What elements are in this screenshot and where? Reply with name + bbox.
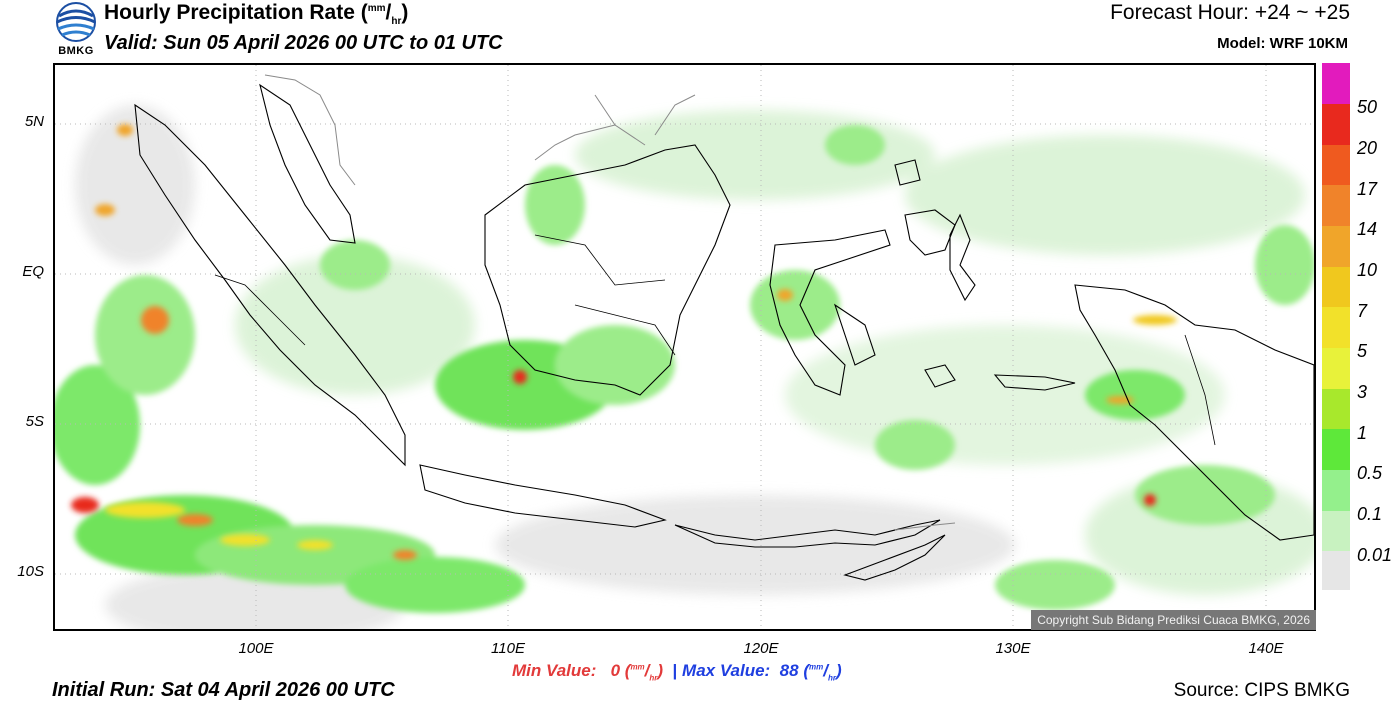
model-label: Model: WRF 10KM (1217, 35, 1348, 52)
colorbar-segment (1322, 389, 1350, 429)
min-max-values: Min Value: 0 (mm/hr) | Max Value: 88 (mm… (512, 661, 842, 682)
new-guinea-outline (1074, 284, 1314, 541)
colorbar-segment (1322, 104, 1350, 145)
colorbar-label: 3 (1357, 382, 1368, 402)
lat-label-10s: 10S (17, 563, 44, 580)
colorbar-label: 1 (1357, 423, 1368, 443)
colorbar-label: 50 (1357, 97, 1378, 117)
colorbar-label: 7 (1357, 301, 1368, 321)
colorbar-segment (1322, 470, 1350, 511)
precipitation-map (53, 63, 1316, 631)
map-canvas (55, 65, 1314, 629)
min-value: 0 (610, 661, 621, 680)
colorbar-segment (1322, 185, 1350, 226)
logo-text: BMKG (58, 45, 94, 57)
colorbar-segment (1322, 226, 1350, 267)
copyright-notice: Copyright Sub Bidang Prediksi Cuaca BMKG… (1031, 610, 1316, 630)
colorbar-segment (1322, 429, 1350, 470)
valid-time: Valid: Sun 05 April 2026 00 UTC to 01 UT… (104, 32, 503, 54)
max-value: 88 (779, 661, 799, 680)
initial-run: Initial Run: Sat 04 April 2026 00 UTC (52, 679, 395, 701)
lon-label-140e: 140E (1248, 640, 1284, 657)
colorbar-segment (1322, 348, 1350, 389)
colorbar-segment (1322, 145, 1350, 185)
lat-label-5n: 5N (24, 113, 44, 130)
source-label: Source: CIPS BMKG (1173, 680, 1350, 701)
chart-title: Hourly Precipitation Rate (mm/hr) (104, 1, 409, 28)
colorbar-segment (1322, 307, 1350, 348)
min-value-label: Min Value: (512, 661, 597, 680)
lon-label-130e: 130E (995, 640, 1031, 657)
min-unit: (mm/hr) (624, 661, 664, 683)
colorbar-label: 0.01 (1357, 545, 1393, 565)
colorbar-label: 17 (1357, 179, 1378, 199)
colorbar-segment (1322, 511, 1350, 551)
max-unit: (mm/hr) (803, 661, 842, 683)
bmkg-logo (56, 2, 96, 42)
colorbar-segment (1322, 267, 1350, 307)
lat-label-eq: EQ (22, 263, 44, 280)
malay-peninsula-outline (259, 83, 356, 244)
colorbar-label: 5 (1357, 341, 1368, 361)
forecast-hour: Forecast Hour: +24 ~ +25 (1110, 1, 1350, 24)
value-separator: | (672, 661, 678, 680)
colorbar-segment (1322, 551, 1350, 590)
sulawesi-outline (769, 229, 891, 396)
sumatra-outline (134, 103, 406, 467)
max-value-label: Max Value: (682, 661, 771, 680)
colorbar-label: 0.1 (1357, 504, 1383, 524)
borneo-outline (484, 144, 731, 396)
colorbar-label: 10 (1357, 260, 1378, 280)
java-outline (419, 464, 667, 528)
lon-label-100e: 100E (238, 640, 274, 657)
colorbar-label: 14 (1357, 219, 1378, 239)
lon-label-120e: 120E (743, 640, 779, 657)
colorbar-label: 0.5 (1357, 463, 1383, 483)
colorbar-label: 20 (1357, 138, 1378, 158)
lon-label-110e: 110E (491, 640, 525, 657)
colorbar-segment (1322, 63, 1350, 104)
lat-label-5s: 5S (25, 413, 44, 430)
colorbar (1322, 63, 1350, 590)
